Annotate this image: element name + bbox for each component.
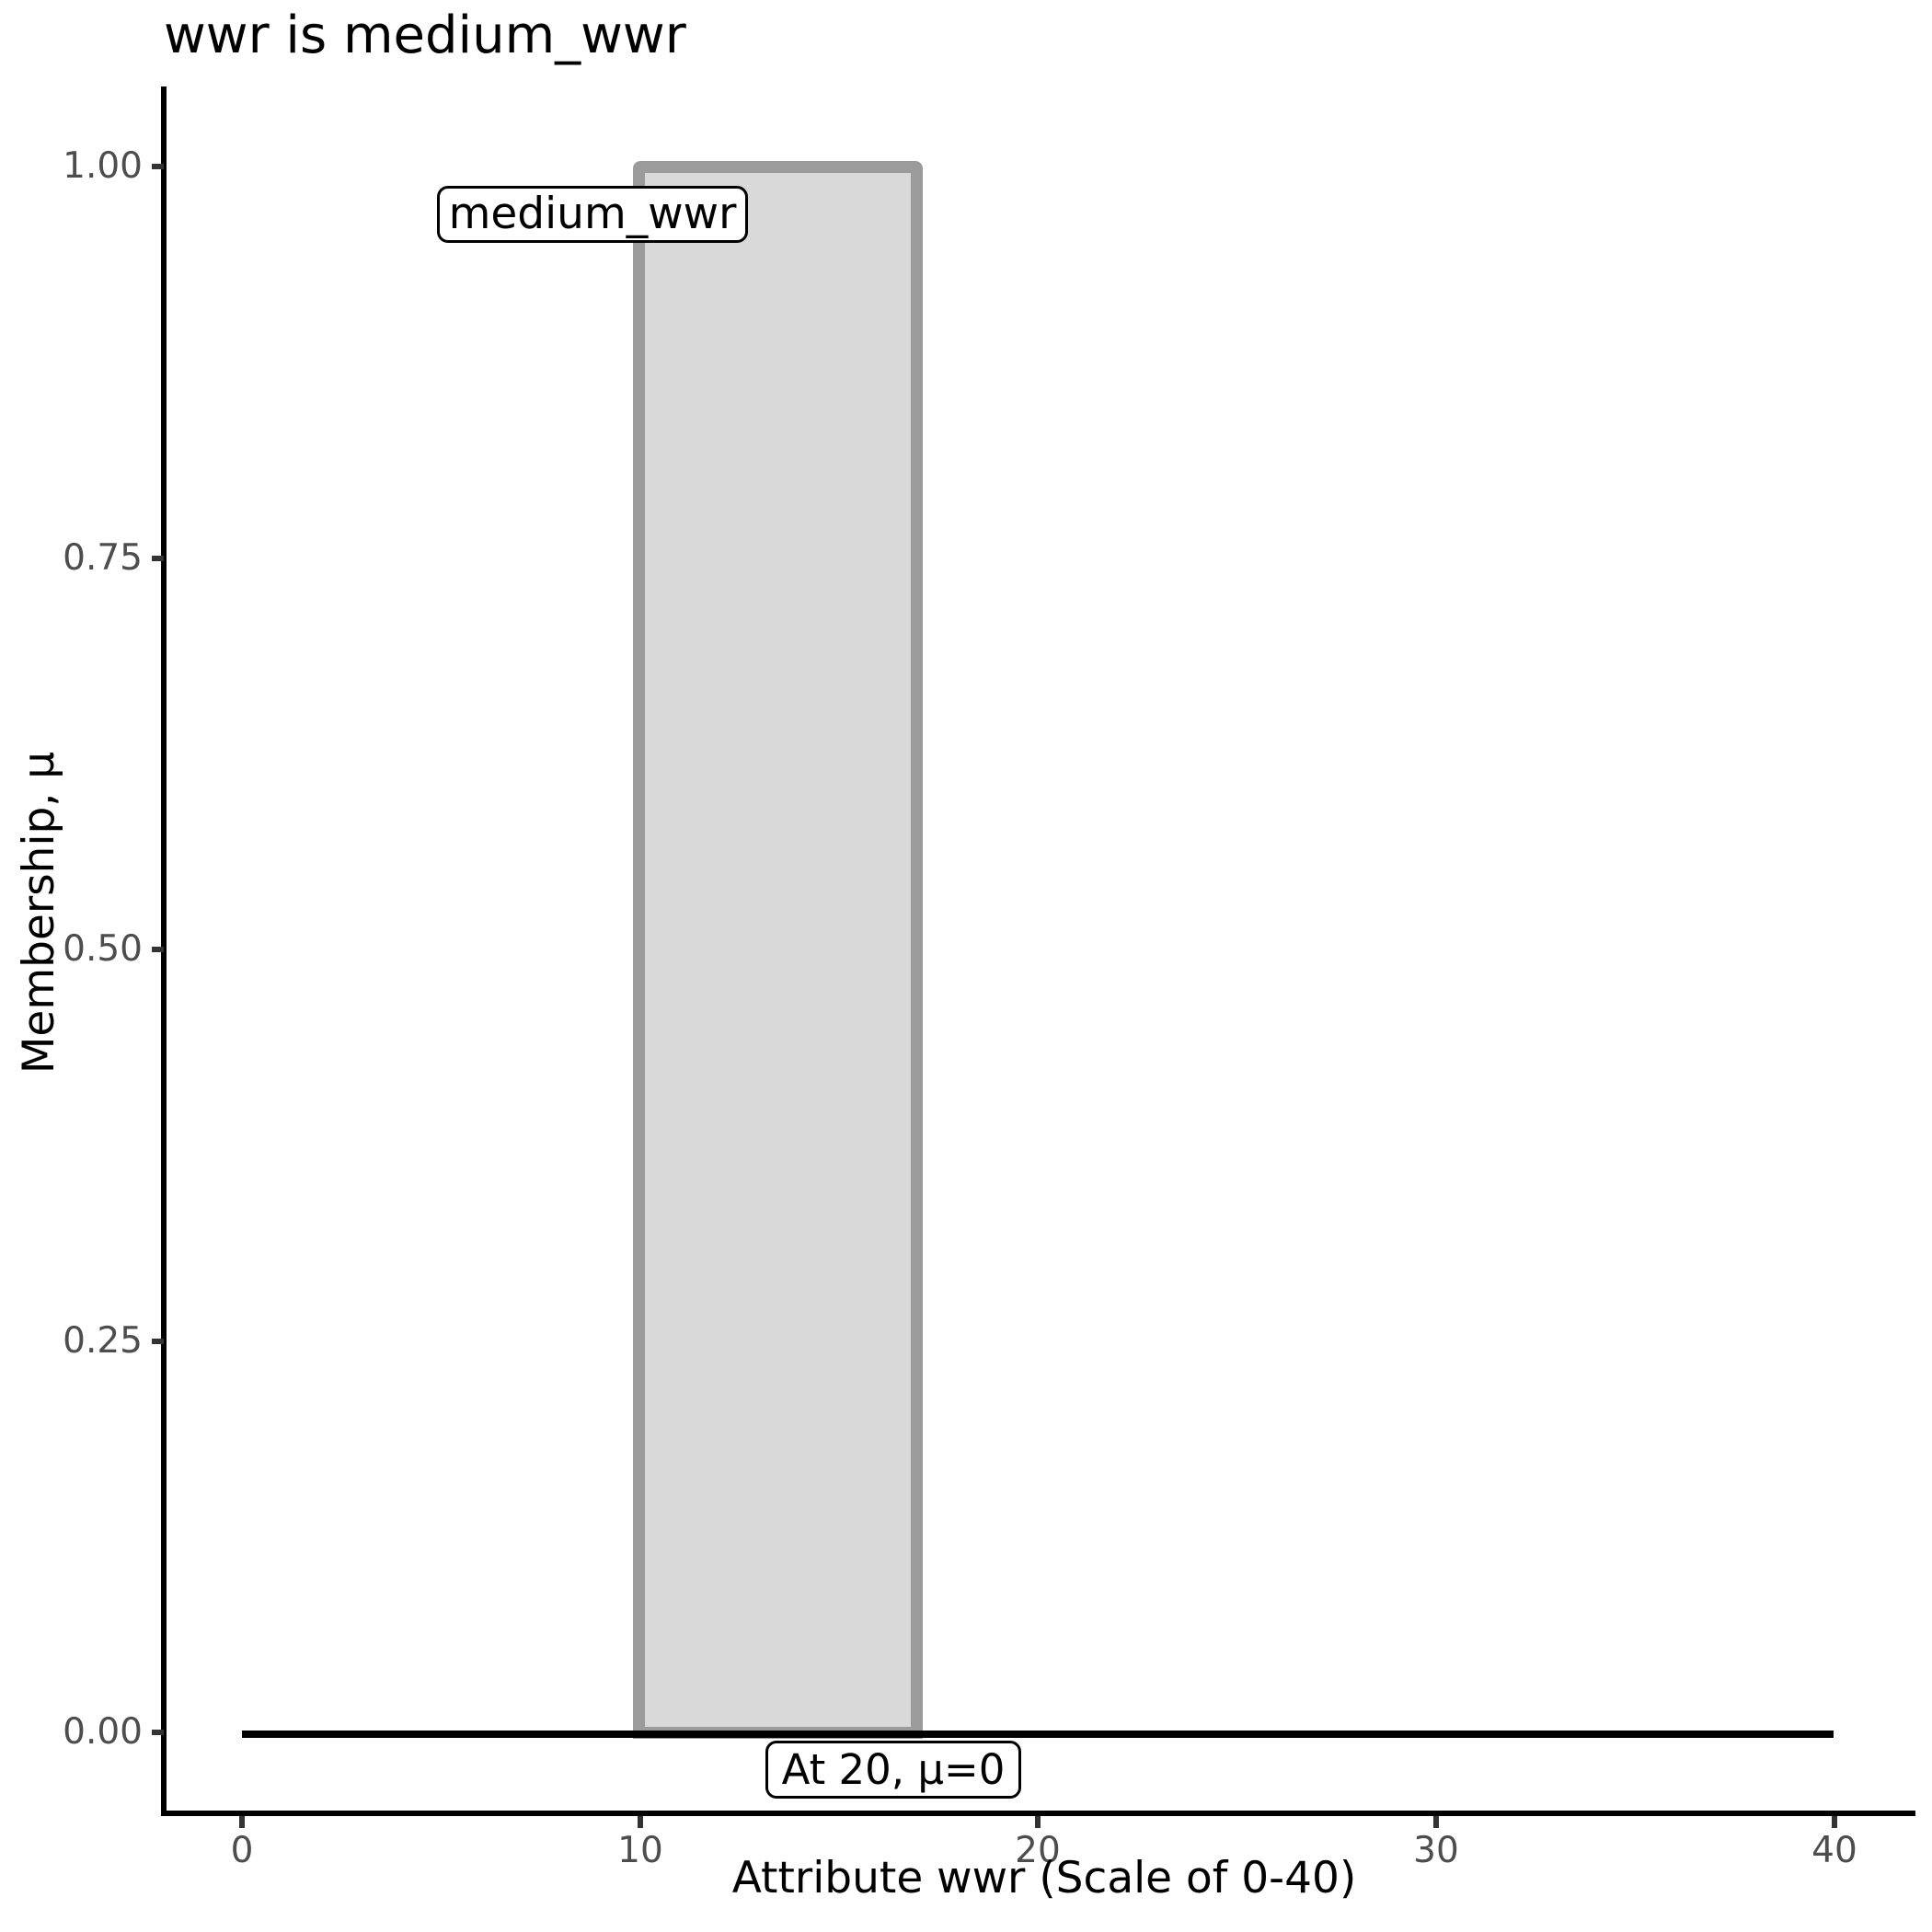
y-tick-label-100: 1.00	[63, 145, 143, 187]
x-tick-label-0: 0	[230, 1830, 254, 1871]
y-tick-mark-075	[152, 556, 164, 561]
y-tick-mark-050	[152, 947, 164, 952]
y-tick-label-075: 0.75	[63, 537, 143, 579]
label-at-20-mu-0: At 20, μ=0	[765, 1741, 1021, 1799]
y-tick-mark-000	[152, 1730, 164, 1735]
x-tick-mark-20	[1035, 1816, 1041, 1828]
zero-membership-line	[242, 1731, 1834, 1738]
x-tick-mark-40	[1832, 1816, 1837, 1828]
membership-function-area	[633, 161, 923, 1739]
chart-title: wwr is medium_wwr	[164, 6, 686, 65]
y-tick-mark-100	[152, 164, 164, 169]
x-tick-label-30: 30	[1413, 1830, 1459, 1871]
x-tick-label-20: 20	[1015, 1830, 1061, 1871]
x-tick-mark-30	[1433, 1816, 1439, 1828]
y-tick-label-000: 0.00	[63, 1711, 143, 1753]
y-axis-title: Membership, μ	[14, 751, 64, 1075]
x-axis-title: Attribute wwr (Scale of 0-40)	[731, 1853, 1357, 1903]
x-axis-line	[161, 1811, 1915, 1816]
y-tick-label-050: 0.50	[63, 928, 143, 970]
y-tick-mark-025	[152, 1339, 164, 1344]
x-tick-mark-10	[638, 1816, 643, 1828]
x-tick-label-40: 40	[1811, 1830, 1857, 1871]
x-tick-label-10: 10	[617, 1830, 663, 1871]
y-tick-label-025: 0.25	[63, 1320, 143, 1362]
x-tick-mark-0	[239, 1816, 245, 1828]
label-medium-wwr: medium_wwr	[437, 186, 748, 243]
y-axis-line	[161, 86, 167, 1816]
